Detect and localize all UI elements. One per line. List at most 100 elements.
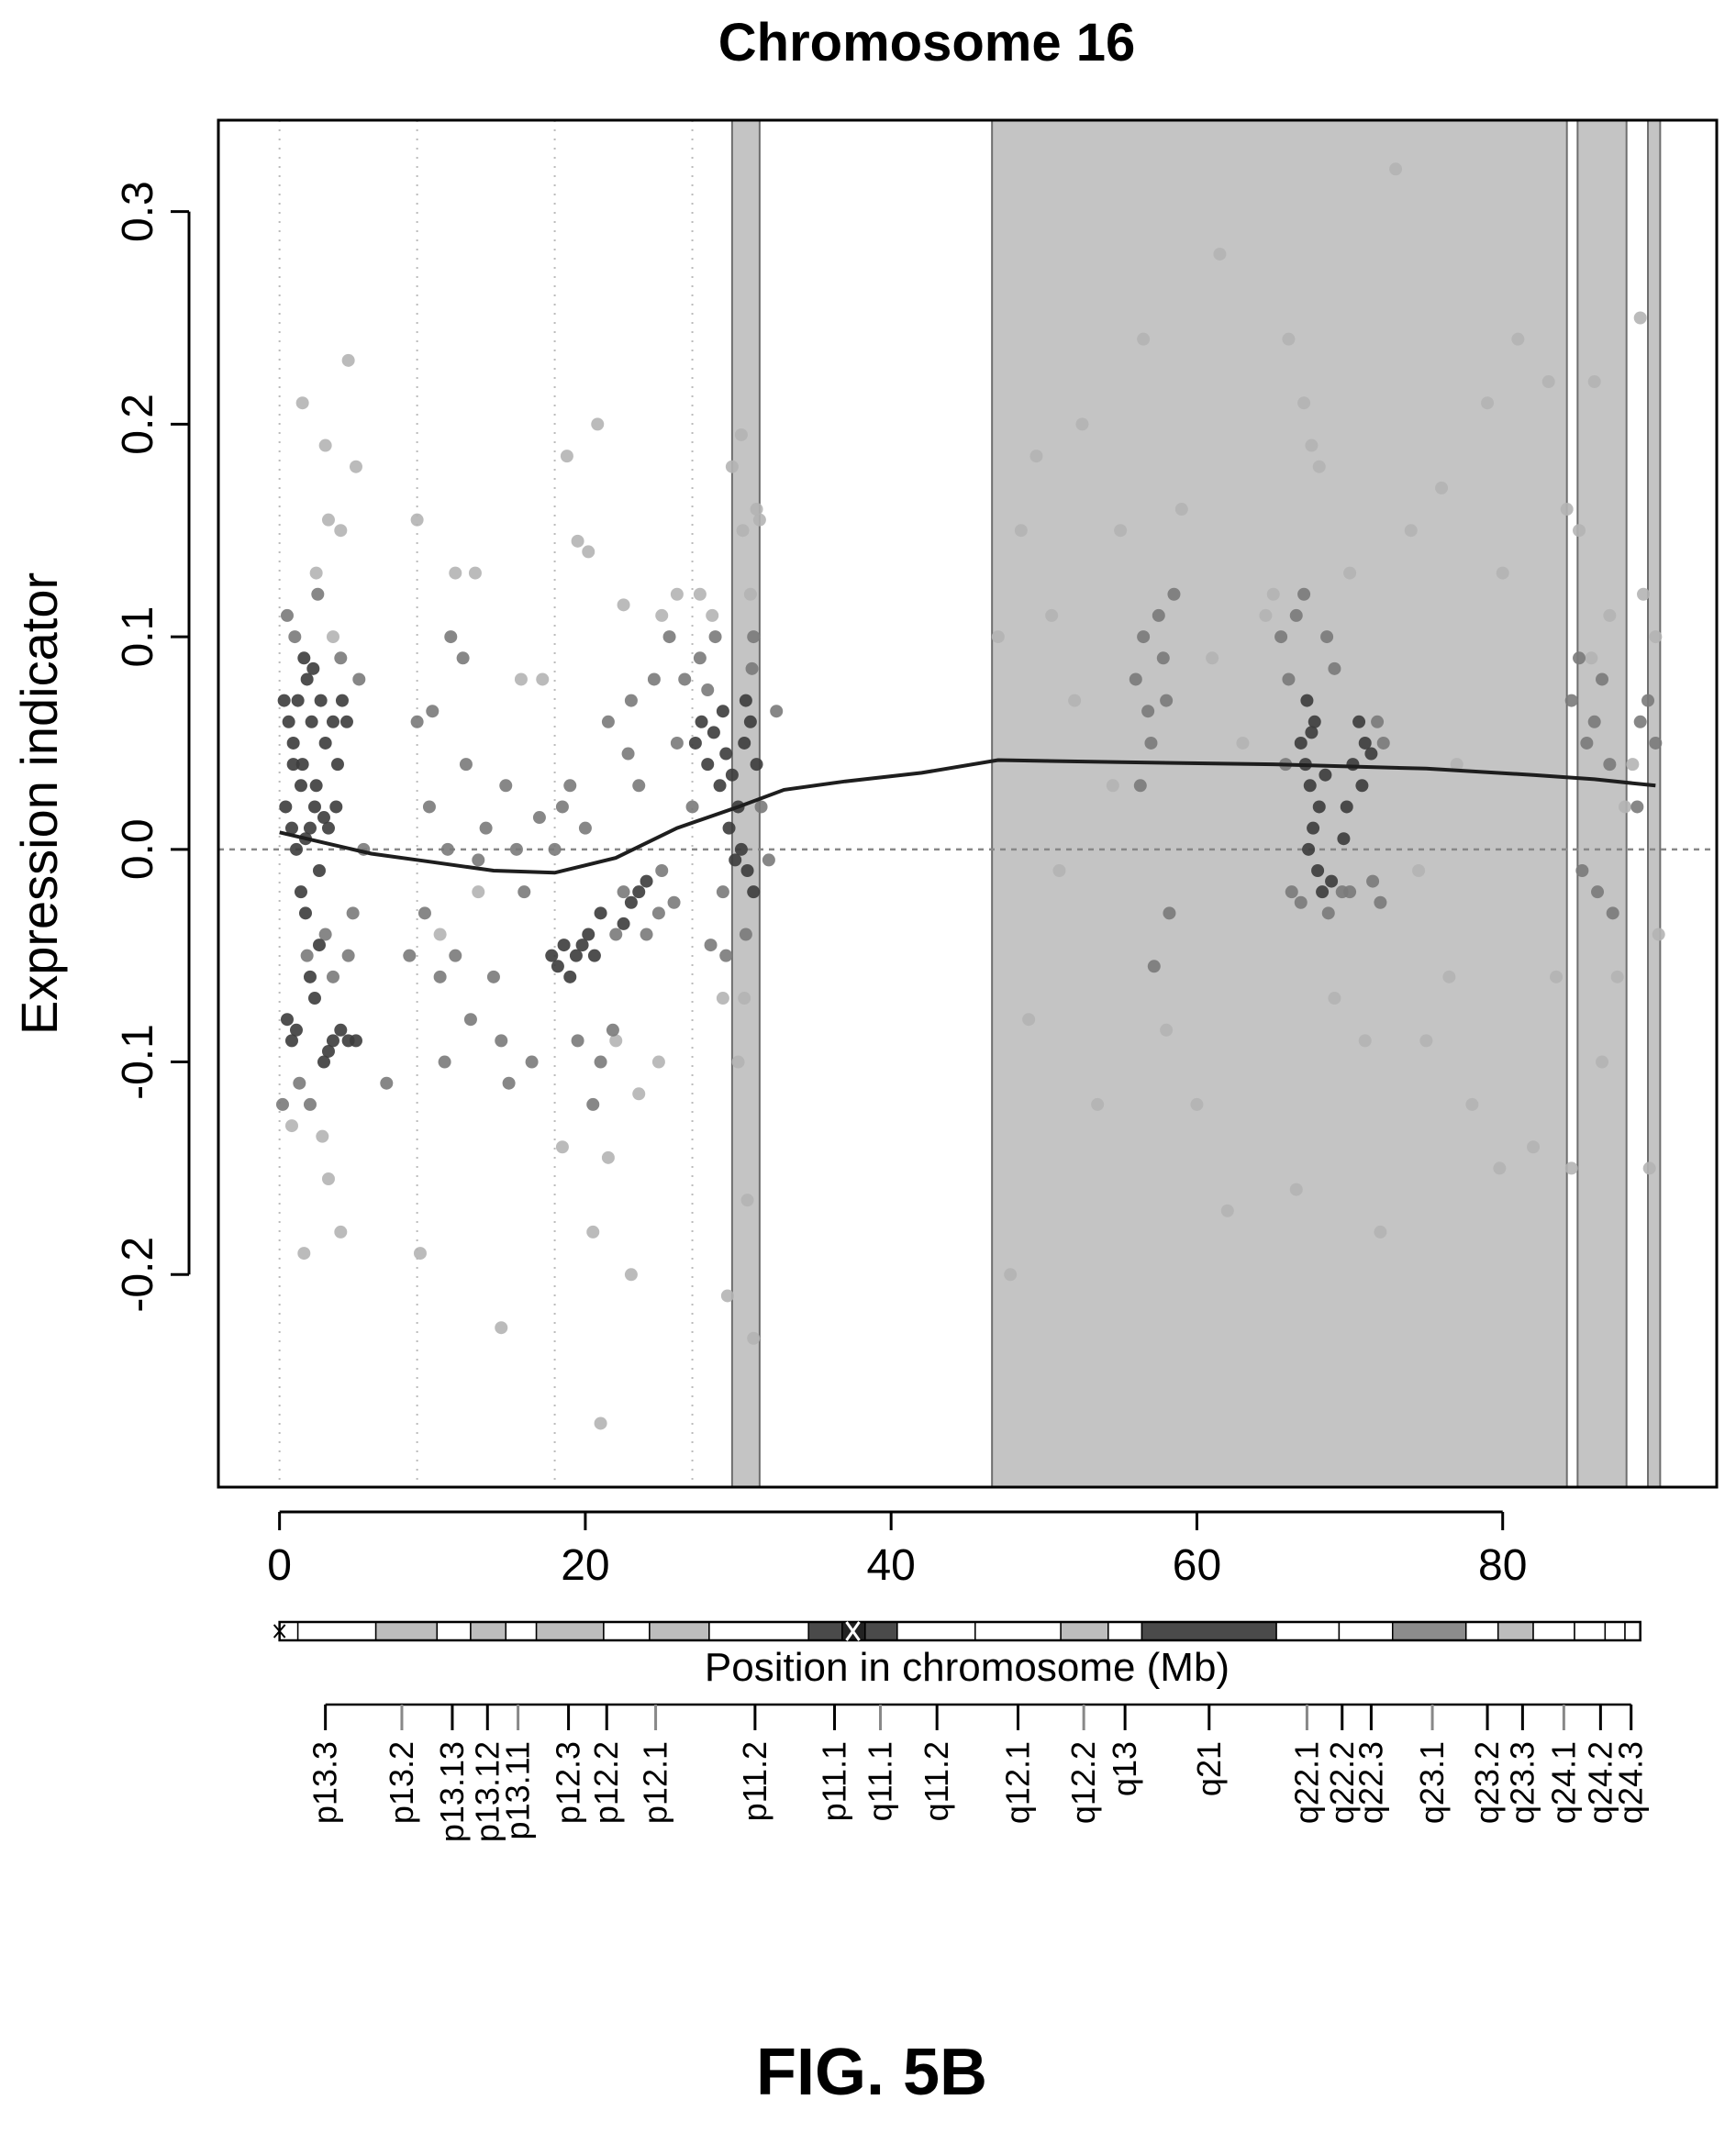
data-point-light-86 bbox=[1496, 566, 1509, 580]
data-point-mid-106 bbox=[1575, 863, 1589, 877]
data-point-light-1 bbox=[295, 396, 309, 410]
data-point-light-33 bbox=[601, 1150, 615, 1164]
data-point-light-3 bbox=[316, 1129, 329, 1143]
ideogram-p-terminal bbox=[273, 1624, 286, 1639]
cytoband-label-2: p13.13 bbox=[433, 1741, 471, 1842]
data-point-light-81 bbox=[1435, 481, 1449, 494]
data-point-light-52 bbox=[1014, 524, 1028, 538]
data-points bbox=[275, 162, 1665, 1430]
data-point-light-12 bbox=[309, 566, 323, 580]
data-point-mid-78 bbox=[1167, 587, 1181, 601]
data-point-mid-52 bbox=[670, 736, 684, 750]
data-point-mid-58 bbox=[621, 747, 635, 761]
data-point-mid-17 bbox=[417, 906, 431, 920]
data-point-light-97 bbox=[1560, 503, 1574, 517]
data-point-mid-107 bbox=[1591, 885, 1605, 899]
data-point-mid-88 bbox=[1320, 630, 1334, 644]
ideogram-segment-14 bbox=[974, 1621, 1062, 1641]
data-point-dark-70 bbox=[739, 694, 752, 707]
y-tick-label-3: 0.1 bbox=[114, 606, 162, 668]
data-point-light-32 bbox=[655, 608, 669, 622]
ideogram-segment-20 bbox=[1391, 1621, 1467, 1641]
data-point-light-49 bbox=[752, 513, 766, 527]
data-point-light-35 bbox=[670, 587, 684, 601]
data-point-dark-64 bbox=[743, 715, 757, 728]
data-point-mid-33 bbox=[438, 1055, 451, 1069]
data-point-mid-22 bbox=[456, 651, 470, 665]
data-point-light-47 bbox=[720, 1289, 734, 1303]
cytoband-label-21: q23.3 bbox=[1503, 1741, 1541, 1824]
data-point-mid-97 bbox=[1371, 715, 1385, 728]
data-point-light-103 bbox=[1610, 970, 1624, 983]
data-point-dark-10 bbox=[279, 800, 293, 814]
data-point-dark-80 bbox=[1311, 863, 1325, 877]
data-point-dark-69 bbox=[747, 885, 761, 899]
data-point-mid-12 bbox=[346, 906, 360, 920]
data-point-light-4 bbox=[318, 439, 332, 452]
data-point-light-69 bbox=[1282, 332, 1296, 346]
data-point-light-30 bbox=[632, 1087, 646, 1101]
data-point-dark-88 bbox=[1364, 747, 1378, 761]
data-point-dark-51 bbox=[617, 916, 630, 930]
chromosome-ideogram bbox=[273, 1620, 1641, 1642]
y-tick-label-1: -0.1 bbox=[114, 1024, 162, 1100]
data-point-dark-23 bbox=[339, 715, 353, 728]
data-point-dark-9 bbox=[318, 736, 332, 750]
data-point-mid-108 bbox=[1606, 906, 1619, 920]
data-point-dark-73 bbox=[1294, 736, 1308, 750]
data-point-mid-112 bbox=[1630, 800, 1644, 814]
data-point-light-100 bbox=[1587, 375, 1601, 389]
smoothed-trend-line bbox=[279, 758, 1656, 875]
data-point-dark-50 bbox=[594, 906, 607, 920]
data-point-light-29 bbox=[624, 1268, 638, 1282]
data-point-light-9 bbox=[341, 353, 355, 367]
data-point-light-109 bbox=[1652, 928, 1665, 941]
data-point-mid-50 bbox=[655, 863, 669, 877]
data-point-mid-82 bbox=[1163, 906, 1176, 920]
data-point-mid-30 bbox=[517, 885, 531, 899]
data-point-light-68 bbox=[1266, 587, 1280, 601]
data-point-mid-10 bbox=[275, 1097, 289, 1111]
data-point-light-18 bbox=[495, 1321, 508, 1335]
data-point-light-65 bbox=[1220, 1204, 1234, 1217]
shaded-region-3 bbox=[1647, 119, 1662, 1488]
data-point-light-10 bbox=[349, 460, 362, 473]
data-point-mid-53 bbox=[678, 672, 692, 686]
data-point-mid-74 bbox=[1137, 630, 1151, 644]
cytoband-label-14: q13 bbox=[1106, 1741, 1143, 1796]
data-point-dark-65 bbox=[722, 821, 736, 835]
data-point-mid-18 bbox=[426, 705, 440, 718]
data-point-light-25 bbox=[586, 1225, 600, 1239]
ideogram-segment-21 bbox=[1464, 1621, 1499, 1641]
data-point-mid-66 bbox=[719, 949, 733, 962]
ideogram-segment-3 bbox=[436, 1621, 472, 1641]
data-point-mid-96 bbox=[1374, 895, 1387, 909]
data-point-mid-0 bbox=[280, 608, 294, 622]
data-point-dark-44 bbox=[557, 939, 571, 952]
cytoband-label-1: p13.2 bbox=[383, 1741, 420, 1824]
data-point-mid-72 bbox=[745, 661, 759, 675]
data-point-dark-40 bbox=[286, 758, 300, 772]
trend-line-layer bbox=[279, 758, 1656, 875]
data-point-mid-90 bbox=[1285, 885, 1298, 899]
data-point-mid-3 bbox=[303, 1097, 317, 1111]
data-point-dark-83 bbox=[1305, 726, 1319, 739]
data-point-mid-27 bbox=[495, 1034, 508, 1048]
data-point-light-76 bbox=[1358, 1034, 1372, 1048]
data-point-mid-89 bbox=[1328, 661, 1341, 675]
data-point-dark-91 bbox=[1337, 832, 1351, 846]
y-axis: -0.2 -0.1 0.0 0.1 0.2 0.3 bbox=[114, 181, 191, 1313]
data-point-light-24 bbox=[582, 545, 595, 559]
data-point-dark-77 bbox=[1312, 800, 1326, 814]
data-point-dark-26 bbox=[289, 1023, 303, 1037]
data-point-mid-94 bbox=[1343, 885, 1357, 899]
cytoband-label-0: p13.3 bbox=[306, 1741, 344, 1824]
data-point-dark-42 bbox=[545, 949, 559, 962]
data-point-mid-1 bbox=[288, 630, 302, 644]
data-point-light-14 bbox=[413, 1247, 427, 1261]
figure-label: FIG. 5B bbox=[756, 2036, 987, 2109]
cytoband-label-10: q11.1 bbox=[862, 1741, 899, 1821]
ideogram-segment-18 bbox=[1275, 1621, 1341, 1641]
data-point-light-79 bbox=[1404, 524, 1418, 538]
